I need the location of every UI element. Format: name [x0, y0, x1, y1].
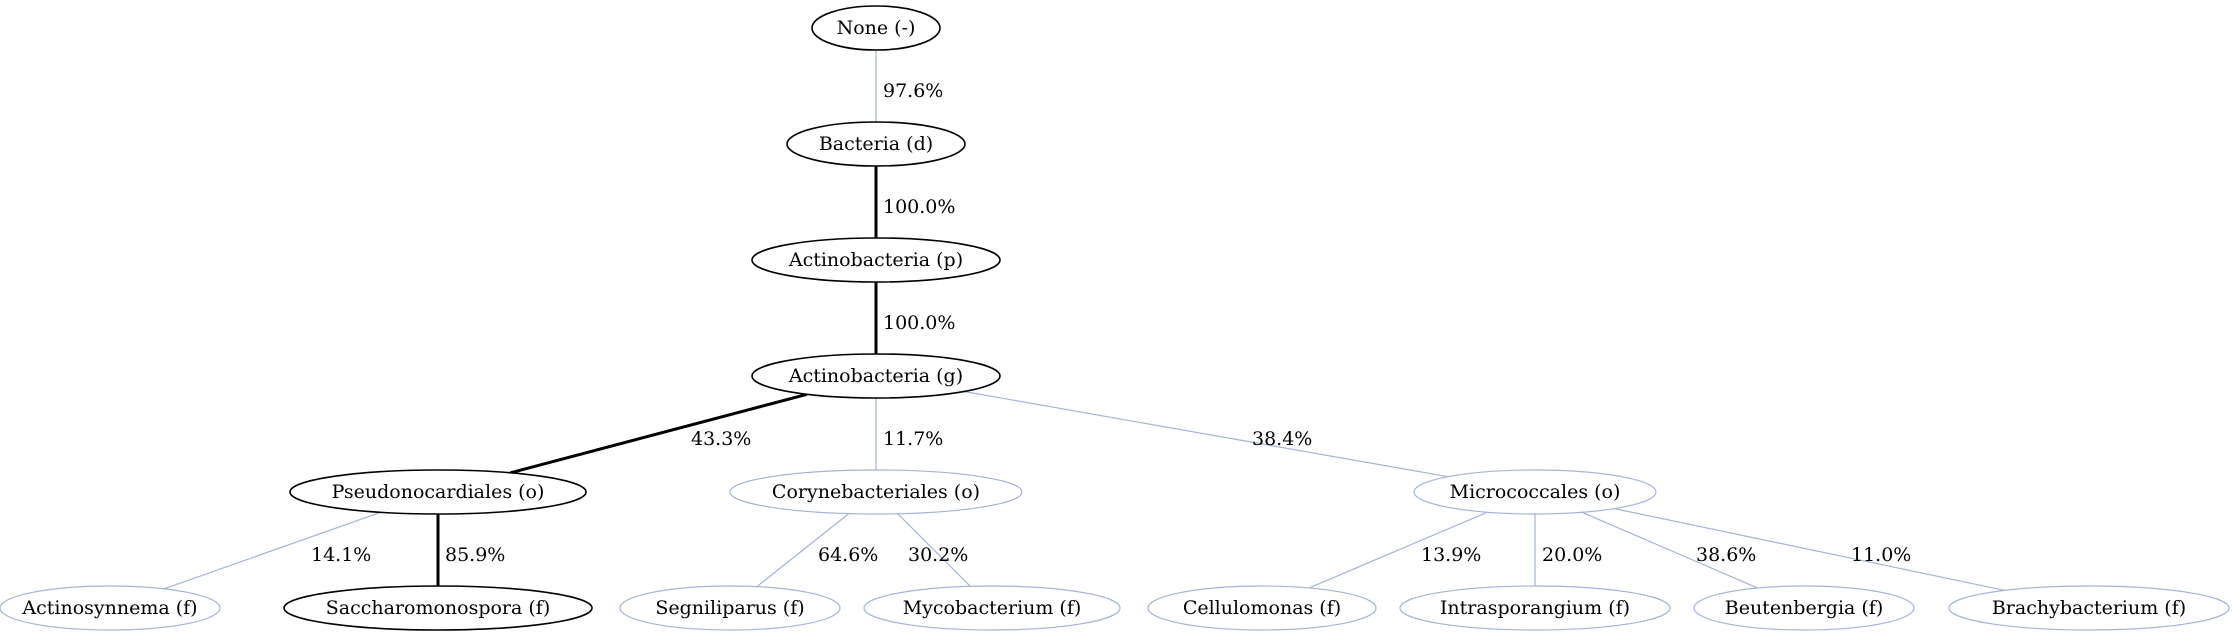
edge-label: 100.0% [883, 196, 955, 218]
tree-node: Actinobacteria (p) [751, 237, 1001, 283]
node-ellipse [289, 469, 587, 515]
node-label: Corynebacteriales (o) [772, 481, 980, 503]
edge-label: 11.0% [1851, 544, 1911, 566]
tree-node: Cellulomonas (f) [1147, 585, 1377, 631]
node-ellipse [1413, 469, 1657, 515]
node-ellipse [1693, 585, 1915, 631]
node-label: Mycobacterium (f) [903, 597, 1082, 619]
node-label: Beutenbergia (f) [1725, 597, 1884, 619]
edge-label: 100.0% [883, 312, 955, 334]
node-ellipse [751, 353, 1001, 399]
node-label: Intrasporangium (f) [1440, 597, 1630, 619]
tree-node: Pseudonocardiales (o) [289, 469, 587, 515]
edge-label: 13.9% [1421, 544, 1481, 566]
edge-label: 85.9% [445, 544, 505, 566]
node-ellipse [863, 585, 1121, 631]
tree-node: Micrococcales (o) [1413, 469, 1657, 515]
edge-label: 11.7% [883, 428, 943, 450]
tree-node: Intrasporangium (f) [1399, 585, 1671, 631]
edge-label: 14.1% [311, 544, 371, 566]
node-ellipse [1399, 585, 1671, 631]
tree-node: Mycobacterium (f) [863, 585, 1121, 631]
node-label: None (-) [837, 17, 916, 39]
edge-label: 97.6% [883, 80, 943, 102]
edge-n3-n4 [510, 392, 808, 475]
edge-n6-n14 [1614, 508, 2006, 591]
edge-n3-n6 [963, 390, 1449, 478]
edge-n5-n10 [897, 513, 971, 587]
node-label: Cellulomonas (f) [1183, 597, 1341, 619]
node-label: Actinosynnema (f) [21, 597, 197, 619]
node-label: Saccharomonospora (f) [326, 597, 551, 619]
edge-n4-n7 [163, 511, 381, 590]
tree-node: Corynebacteriales (o) [729, 469, 1023, 515]
node-ellipse [811, 5, 941, 51]
edge-label: 64.6% [818, 544, 878, 566]
node-label: Bacteria (d) [819, 133, 933, 155]
node-ellipse [0, 585, 221, 631]
node-ellipse [283, 585, 593, 631]
edge-n6-n13 [1581, 511, 1758, 589]
tree-node: Segniliparus (f) [619, 585, 841, 631]
node-ellipse [1948, 585, 2230, 631]
tree-node: Beutenbergia (f) [1693, 585, 1915, 631]
node-label: Brachybacterium (f) [1992, 597, 2186, 619]
edge-label: 30.2% [908, 544, 968, 566]
edge-label: 43.3% [691, 428, 751, 450]
node-ellipse [1147, 585, 1377, 631]
edge-n6-n11 [1308, 511, 1488, 589]
node-label: Pseudonocardiales (o) [332, 481, 545, 503]
tree-node: Actinosynnema (f) [0, 585, 221, 631]
tree-node: Actinobacteria (g) [751, 353, 1001, 399]
node-ellipse [619, 585, 841, 631]
edge-label: 20.0% [1542, 544, 1602, 566]
node-ellipse [729, 469, 1023, 515]
node-ellipse [751, 237, 1001, 283]
nodes-layer: None (-) Bacteria (d) Actinobacteria (p) Ac… [0, 5, 2230, 631]
tree-node: Bacteria (d) [786, 121, 966, 167]
node-ellipse [786, 121, 966, 167]
node-label: Micrococcales (o) [1450, 481, 1621, 503]
tree-node: Saccharomonospora (f) [283, 585, 593, 631]
tree-node: Brachybacterium (f) [1948, 585, 2230, 631]
tree-node: None (-) [811, 5, 941, 51]
edge-label: 38.4% [1252, 428, 1312, 450]
node-label: Segniliparus (f) [655, 597, 804, 619]
edge-n5-n9 [756, 513, 850, 588]
node-label: Actinobacteria (p) [788, 249, 963, 271]
node-label: Actinobacteria (g) [788, 365, 963, 387]
edges-layer: 97.6% 100.0% 100.0% 43.3% 11.7% 38.4% 14.1% 85.… [163, 50, 2006, 591]
edge-label: 38.6% [1696, 544, 1756, 566]
